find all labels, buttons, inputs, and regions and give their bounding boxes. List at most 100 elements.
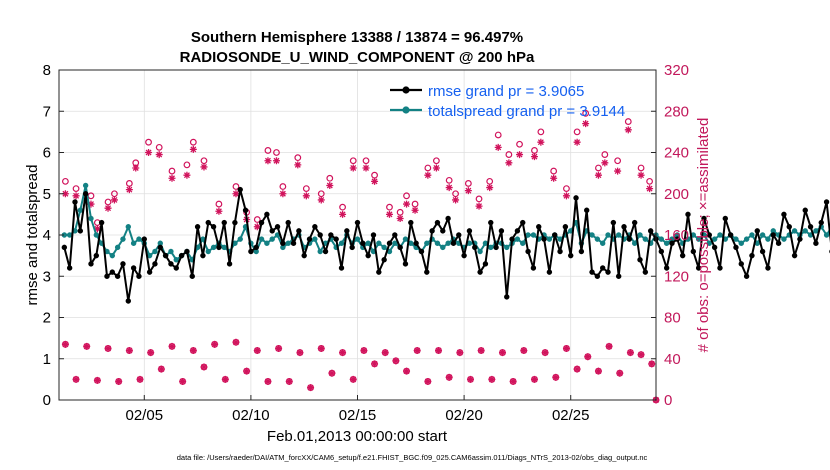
rmse-point	[541, 236, 547, 242]
rmse-point	[445, 215, 451, 222]
left-tick-label: 4	[43, 227, 51, 244]
rmse-point	[408, 219, 414, 226]
rmse-point	[605, 269, 611, 275]
spread-point	[173, 257, 179, 263]
rmse-point	[509, 236, 515, 242]
obs-low-possible-marker	[339, 349, 346, 356]
rmse-point	[88, 261, 94, 267]
obs-low-possible-marker	[296, 349, 304, 356]
rmse-point	[621, 224, 627, 230]
spread-point	[546, 236, 553, 242]
spread-point	[146, 252, 153, 259]
spread-point	[210, 244, 217, 251]
spread-point	[733, 236, 739, 242]
spread-point	[354, 236, 361, 242]
rmse-point	[397, 244, 403, 251]
spread-point	[258, 236, 265, 242]
obs-low-possible-marker	[83, 342, 91, 350]
spread-point	[114, 244, 121, 251]
obs-possible-marker	[253, 216, 261, 223]
spread-point	[791, 228, 798, 234]
spread-point	[120, 236, 126, 242]
obs-low-possible-marker	[413, 347, 421, 354]
rmse-point	[109, 269, 116, 275]
spread-point	[685, 236, 691, 242]
obs-low-possible-marker	[189, 347, 197, 354]
rmse-point	[184, 248, 190, 255]
spread-point	[125, 224, 131, 230]
spread-point	[157, 240, 163, 246]
y-axis-label-right: # of obs: o=possible; ×=assimilated	[695, 118, 712, 353]
rmse-point	[141, 236, 147, 242]
obs-possible-marker	[72, 185, 80, 192]
rmse-point	[77, 228, 84, 234]
rmse-point	[162, 252, 169, 259]
obs-low-possible-marker	[179, 378, 187, 385]
obs-low-possible-marker	[104, 345, 112, 352]
rmse-point	[488, 219, 494, 226]
rmse-point	[242, 207, 249, 213]
spread-point	[605, 232, 611, 238]
rmse-point	[189, 273, 195, 279]
rmse-point	[392, 232, 398, 238]
spread-point	[424, 240, 430, 246]
rmse-point	[599, 265, 606, 271]
rmse-point	[93, 252, 100, 259]
obs-low-marker	[562, 344, 570, 352]
rmse-point	[168, 261, 174, 267]
left-tick-label: 1	[43, 351, 51, 368]
obs-assimilated-marker	[72, 192, 80, 200]
spread-point	[434, 240, 441, 246]
rmse-point	[440, 228, 446, 234]
spread-point	[445, 240, 451, 246]
rmse-point	[370, 232, 377, 238]
obs-low-possible-marker	[403, 367, 410, 375]
obs-low-marker	[136, 375, 144, 383]
rmse-point	[584, 207, 590, 213]
spread-point	[520, 240, 526, 246]
obs-possible-marker	[189, 138, 197, 146]
obs-possible-marker	[563, 185, 570, 192]
obs-possible-marker	[537, 128, 545, 136]
obs-low-possible-marker	[232, 338, 240, 346]
spread-point	[749, 232, 755, 238]
rmse-point	[338, 265, 345, 271]
rmse-point	[658, 248, 665, 255]
spread-point	[781, 236, 787, 242]
right-axis: 0 40 80 120 160 200 240 280 320	[651, 62, 689, 409]
rmse-point	[775, 240, 782, 246]
obs-assimilated-marker	[452, 196, 460, 204]
rmse-point	[823, 199, 830, 205]
obs-low-marker	[445, 373, 453, 381]
spread-point	[738, 240, 744, 246]
obs-low-marker	[467, 375, 475, 383]
rmse-point	[312, 224, 318, 230]
x-axis-label: Feb.01,2013 00:00:00 start	[267, 428, 448, 445]
spread-point	[488, 244, 494, 251]
chart-title-line2: RADIOSONDE_U_WIND_COMPONENT @ 200 hPa	[180, 49, 535, 66]
obs-low-possible-marker	[477, 347, 485, 354]
obs-low-possible-marker	[349, 375, 357, 383]
rmse-point	[120, 261, 126, 267]
rmse-point	[733, 244, 739, 251]
spread-point	[200, 236, 206, 242]
spread-point	[504, 244, 510, 251]
rmse-point	[424, 269, 430, 275]
rmse-point	[413, 240, 419, 246]
rmse-point	[663, 265, 670, 271]
obs-low-possible-marker	[456, 349, 464, 356]
spread-point	[88, 215, 94, 222]
obs-possible-marker	[155, 143, 163, 151]
spread-point	[759, 232, 766, 238]
rmse-point	[317, 232, 323, 238]
obs-low-marker	[328, 369, 336, 377]
obs-possible-marker	[145, 138, 152, 146]
obs-possible-marker	[215, 200, 223, 208]
obs-low-marker	[296, 349, 304, 357]
obs-low-marker	[648, 360, 656, 368]
obs-possible-marker	[61, 177, 69, 185]
right-tick-label: 200	[664, 186, 689, 203]
spread-point	[152, 248, 158, 255]
left-tick-label: 3	[43, 268, 51, 285]
left-tick-label: 0	[43, 392, 51, 409]
